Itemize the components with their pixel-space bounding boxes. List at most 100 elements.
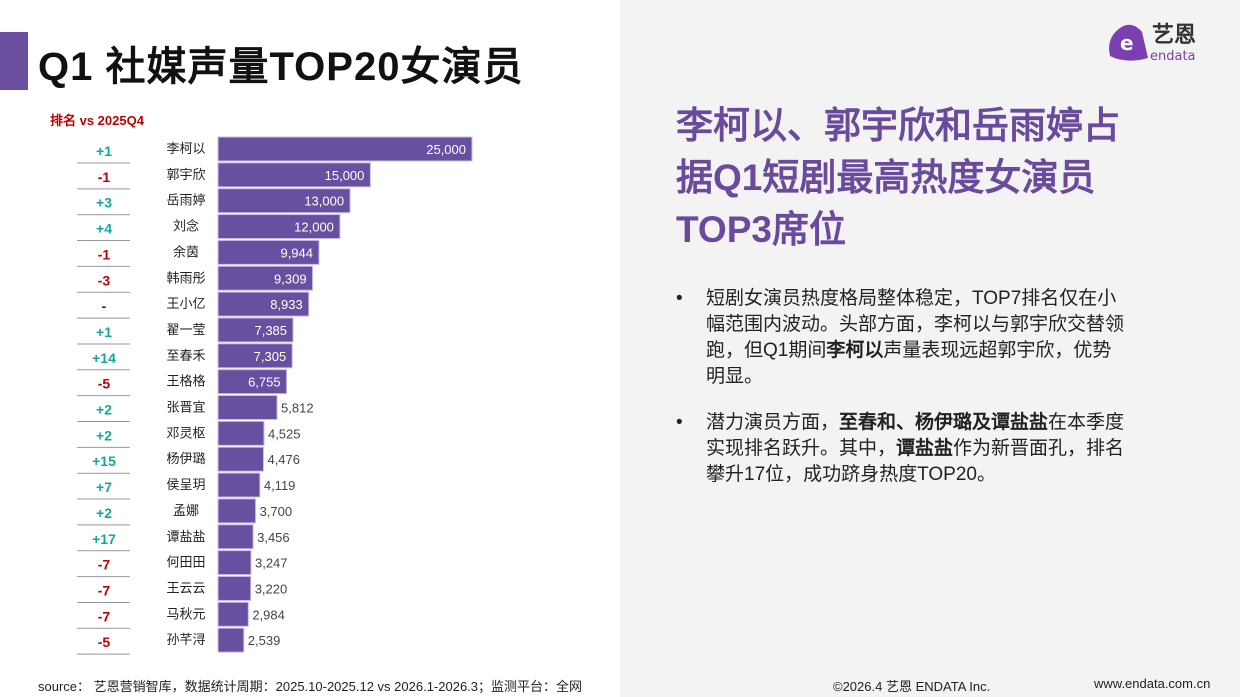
rank-change: -7: [98, 608, 111, 624]
bullet-item: • 短剧女演员热度格局整体稳定，TOP7排名仅在小幅范围内波动。头部方面，李柯以与…: [676, 286, 1126, 390]
bullet-dot-icon: •: [676, 288, 683, 309]
bar: [217, 265, 314, 291]
bar-value-label: 2,539: [248, 633, 281, 648]
bar-value-label: 6,755: [248, 375, 281, 390]
rank-change: +2: [96, 505, 112, 521]
rank-change: -5: [98, 376, 111, 392]
bar: [217, 550, 252, 576]
rank-change: +14: [92, 350, 116, 366]
bar-value-label: 7,305: [254, 349, 287, 364]
bar-value-label: 4,525: [268, 426, 301, 441]
category-label: 余茵: [173, 244, 199, 260]
bar-value-label: 7,385: [254, 323, 287, 338]
rank-change: +2: [96, 402, 112, 418]
bar-value-label: 9,309: [274, 271, 307, 286]
rank-change: +2: [96, 427, 112, 443]
category-label: 郭宇欣: [166, 167, 205, 183]
bar: [217, 575, 252, 601]
bar: [217, 524, 254, 550]
svg-text:e: e: [1120, 31, 1134, 55]
bullet-text: 短剧女演员热度格局整体稳定，TOP7排名仅在小幅范围内波动。头部方面，李柯以与郭…: [706, 288, 1125, 387]
bar-value-label: 15,000: [325, 168, 365, 183]
rank-change: +3: [96, 195, 112, 211]
bar: [217, 420, 265, 446]
category-label: 何田田: [166, 555, 205, 571]
bar: [217, 627, 245, 653]
rank-change: -7: [98, 557, 111, 573]
bar-value-label: 4,119: [264, 478, 296, 493]
bullet-text: 潜力演员方面，至春和、杨伊璐及谭盐盐在本季度实现排名跃升。其中，谭盐盐作为新晋面…: [706, 412, 1125, 485]
rank-change-header: 排名 vs 2025Q4: [50, 113, 144, 128]
rank-change: -: [102, 298, 107, 314]
category-label: 刘念: [173, 219, 199, 235]
title-accent-bar: [0, 32, 28, 90]
bar: [217, 317, 294, 343]
category-label: 王云云: [166, 581, 205, 596]
bar: [217, 136, 473, 162]
bar-chart: 25,000 李柯以 +1 15,000 郭宇欣 -1 13,000 岳雨婷 +3 12,000 刘…: [77, 136, 473, 655]
page-title: Q1 社媒声量TOP20女演员: [38, 45, 524, 89]
bar: [217, 188, 351, 214]
svg-text:endata: endata: [1150, 49, 1196, 64]
bar-value-label: 13,000: [304, 194, 344, 209]
category-label: 马秋元: [166, 607, 205, 622]
rank-change: +4: [96, 221, 112, 237]
bullet-list: • 短剧女演员热度格局整体稳定，TOP7排名仅在小幅范围内波动。头部方面，李柯以与…: [676, 286, 1126, 508]
right-panel: e 艺恩 endata 李柯以、郭宇欣和岳雨婷占据Q1短剧最高热度女演员TOP3…: [620, 0, 1240, 697]
bar: [217, 343, 293, 369]
bar: [217, 498, 257, 524]
headline: 李柯以、郭宇欣和岳雨婷占据Q1短剧最高热度女演员TOP3席位: [676, 105, 1120, 250]
category-label: 王格格: [166, 374, 205, 390]
bar-value-label: 5,812: [281, 401, 314, 416]
bar: [217, 472, 261, 498]
endata-logo: e 艺恩 endata: [1109, 22, 1196, 64]
bar-value-label: 3,247: [255, 556, 288, 571]
category-label: 王小亿: [166, 297, 205, 312]
category-label: 韩雨彤: [166, 271, 205, 286]
rank-change: +17: [92, 531, 116, 547]
bar-value-label: 4,476: [267, 452, 300, 467]
bar: [217, 214, 341, 240]
website-url: www.endata.com.cn: [1094, 676, 1211, 691]
rank-change: -7: [98, 582, 111, 598]
bar-value-label: 3,456: [257, 530, 290, 545]
category-label: 谭盐盐: [166, 530, 205, 545]
rank-change: -3: [98, 272, 111, 288]
bullet-dot-icon: •: [676, 412, 683, 433]
rank-change: -5: [98, 634, 111, 650]
category-label: 岳雨婷: [166, 193, 205, 209]
category-label: 孙芊浔: [166, 632, 205, 648]
bar-value-label: 25,000: [426, 142, 466, 157]
bar-value-label: 2,984: [252, 607, 285, 622]
bar: [217, 162, 371, 188]
left-panel: Q1 社媒声量TOP20女演员 排名 vs 2025Q4 25,000 李柯以 +1…: [0, 32, 583, 694]
bar: [217, 369, 288, 395]
rank-change: +7: [96, 479, 112, 495]
rank-change: -1: [98, 246, 111, 262]
category-label: 至春禾: [166, 349, 205, 364]
rank-change: +1: [96, 143, 112, 159]
source-note: source： 艺恩营销智库，数据统计周期：2025.10-2025.12 vs…: [38, 679, 583, 694]
category-label: 杨伊璐: [166, 452, 205, 467]
bar-value-label: 8,933: [270, 297, 303, 312]
bar-value-label: 3,700: [260, 504, 293, 519]
bar: [217, 395, 278, 420]
bar: [217, 446, 264, 472]
category-label: 侯呈玥: [166, 478, 205, 493]
bullet-item: • 潜力演员方面，至春和、杨伊璐及谭盐盐在本季度实现排名跃升。其中，谭盐盐作为新晋…: [676, 410, 1126, 488]
copyright: ©2026.4 艺恩 ENDATA Inc.: [833, 679, 991, 694]
svg-text:艺恩: 艺恩: [1152, 22, 1196, 48]
bar: [217, 239, 320, 265]
bar: [217, 601, 249, 627]
category-label: 翟一莹: [166, 323, 205, 338]
rank-change: +15: [92, 453, 116, 469]
category-label: 邓灵枢: [166, 426, 205, 441]
rank-change: -1: [98, 169, 111, 185]
bar-value-label: 3,220: [255, 581, 288, 596]
category-label: 孟娜: [173, 504, 199, 519]
category-label: 张晋宜: [166, 401, 205, 416]
bar-value-label: 12,000: [294, 220, 334, 235]
bar-value-label: 9,944: [280, 245, 313, 260]
rank-change: +1: [96, 324, 112, 340]
bar: [217, 291, 310, 317]
